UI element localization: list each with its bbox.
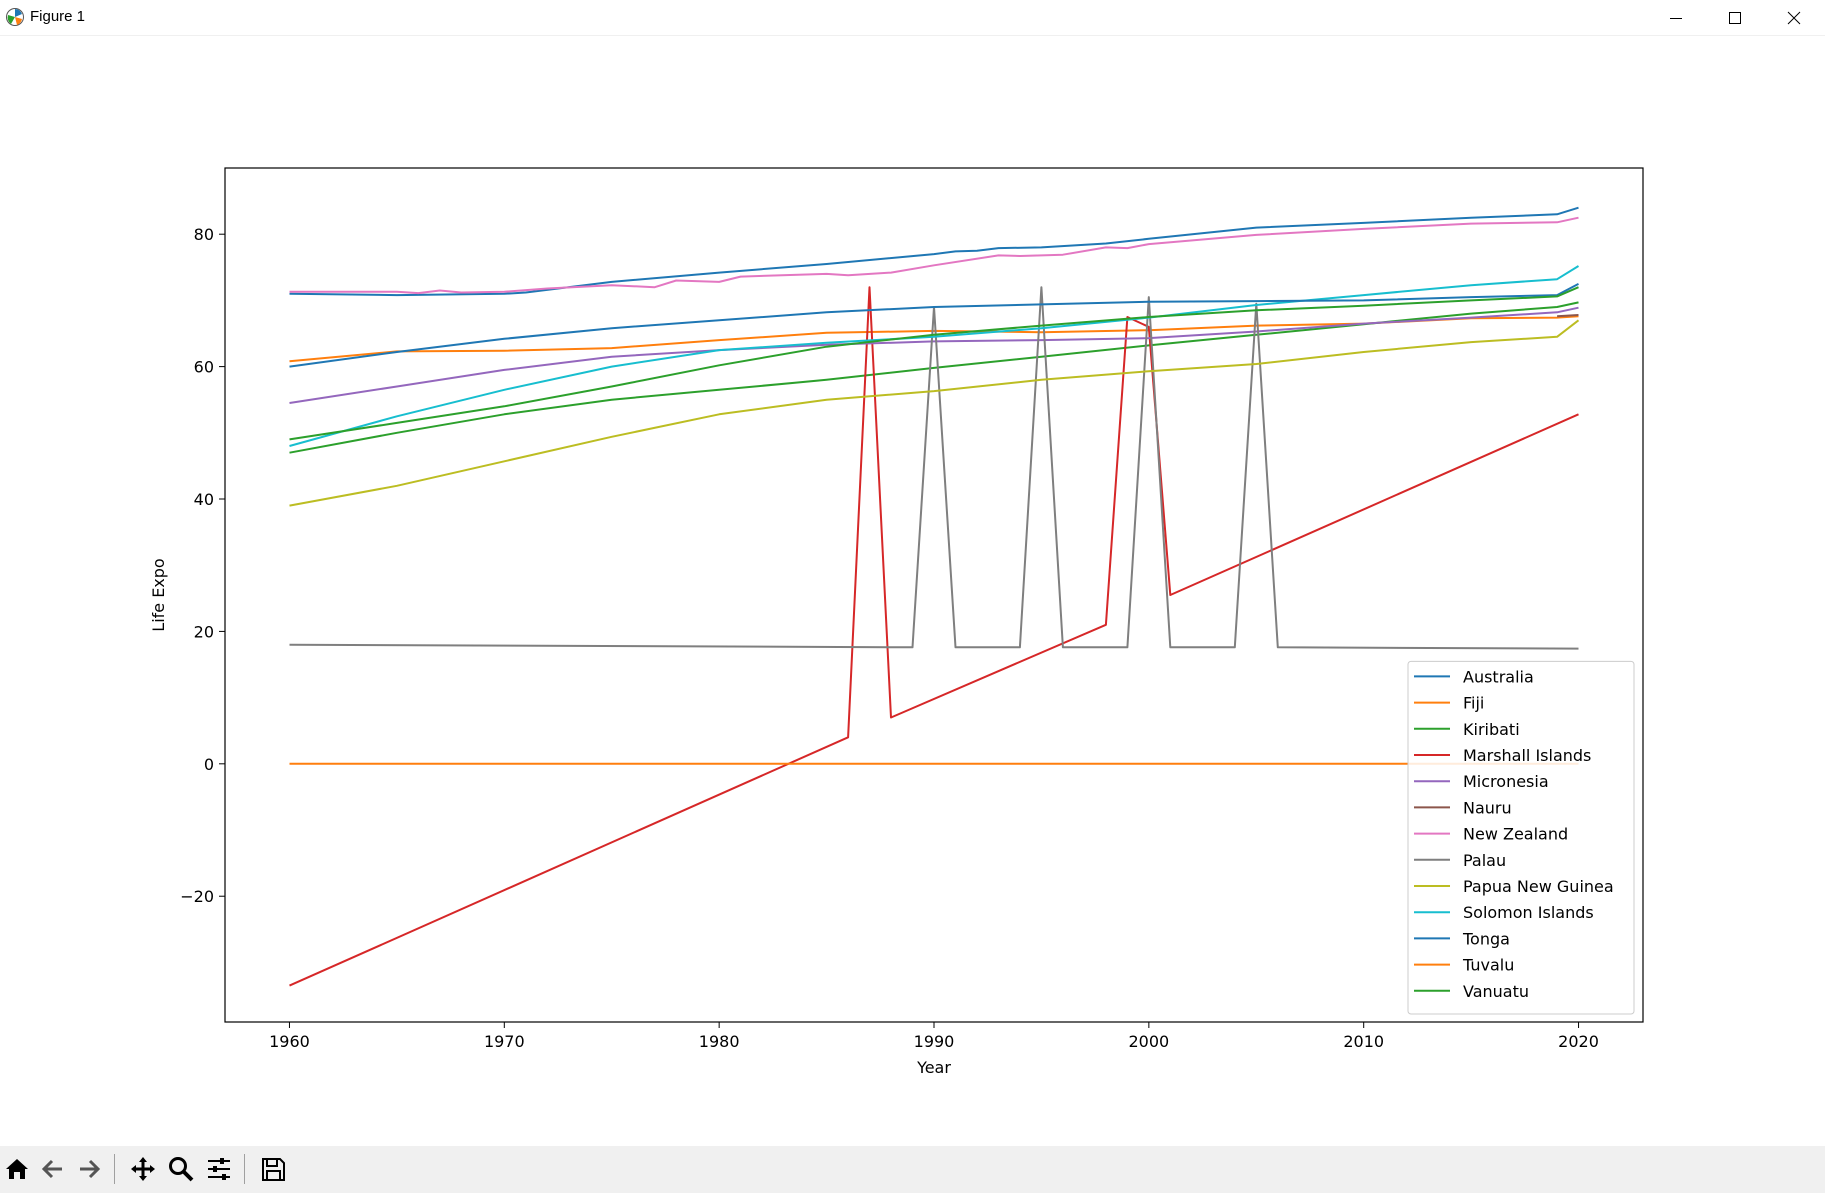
y-tick-label: 40 bbox=[194, 490, 214, 509]
x-tick-label: 2000 bbox=[1128, 1032, 1169, 1051]
close-icon bbox=[1787, 11, 1801, 24]
save-button[interactable] bbox=[256, 1152, 290, 1186]
forward-button[interactable] bbox=[72, 1152, 106, 1186]
legend-entry-label: Vanuatu bbox=[1463, 982, 1529, 1001]
legend-entry-label: Papua New Guinea bbox=[1463, 877, 1614, 896]
maximize-icon bbox=[1729, 11, 1741, 24]
series-line-marshall-islands bbox=[289, 286, 1579, 987]
legend-entry-label: Marshall Islands bbox=[1463, 746, 1591, 765]
series-line-australia bbox=[289, 206, 1579, 297]
legend-entry-label: New Zealand bbox=[1463, 825, 1568, 844]
legend-entry-label: Tonga bbox=[1462, 929, 1510, 948]
series-line-kiribati bbox=[289, 301, 1579, 454]
legend-entry-label: Solomon Islands bbox=[1463, 903, 1594, 922]
y-tick-label: 60 bbox=[194, 358, 214, 377]
y-tick-label: 20 bbox=[194, 622, 214, 641]
maximize-button[interactable] bbox=[1706, 0, 1764, 35]
legend bbox=[1407, 660, 1635, 1015]
home-button[interactable] bbox=[0, 1152, 34, 1186]
x-tick-label: 1990 bbox=[914, 1032, 955, 1051]
toolbar-separator bbox=[114, 1154, 115, 1184]
minimize-button[interactable] bbox=[1647, 0, 1705, 35]
legend-entry-label: Tuvalu bbox=[1462, 956, 1514, 975]
y-tick-label: −20 bbox=[180, 887, 214, 906]
configure-subplots-icon bbox=[208, 1158, 230, 1180]
title-bar: Figure 1 bbox=[0, 0, 1825, 36]
series-line-palau bbox=[289, 286, 1579, 650]
x-tick-label: 2020 bbox=[1558, 1032, 1599, 1051]
pan-icon bbox=[131, 1157, 155, 1181]
forward-icon bbox=[80, 1159, 101, 1179]
legend-entry-label: Kiribati bbox=[1463, 720, 1520, 739]
close-button[interactable] bbox=[1765, 0, 1823, 35]
series-line-tonga bbox=[289, 283, 1579, 368]
legend-entry-label: Micronesia bbox=[1463, 772, 1549, 791]
series-line-vanuatu bbox=[289, 286, 1579, 441]
legend-entry-label: Nauru bbox=[1463, 798, 1512, 817]
pan-button[interactable] bbox=[126, 1152, 160, 1186]
x-tick-label: 2010 bbox=[1343, 1032, 1384, 1051]
back-button[interactable] bbox=[36, 1152, 70, 1186]
matplotlib-app-icon bbox=[6, 8, 24, 26]
toolbar-separator bbox=[244, 1154, 245, 1184]
y-tick-label: 0 bbox=[204, 755, 214, 774]
configure-subplots-button[interactable] bbox=[202, 1152, 236, 1186]
home-icon bbox=[6, 1159, 28, 1179]
legend-entry-label: Fiji bbox=[1463, 694, 1484, 713]
legend-entry-label: Australia bbox=[1463, 667, 1534, 686]
minimize-icon bbox=[1670, 17, 1682, 19]
legend-entry-label: Palau bbox=[1463, 851, 1506, 870]
series-line-papua-new-guinea bbox=[289, 319, 1580, 507]
zoom-icon bbox=[169, 1157, 194, 1182]
navigation-toolbar bbox=[0, 1146, 1825, 1193]
y-tick-label: 80 bbox=[194, 225, 214, 244]
series-line-new-zealand bbox=[289, 216, 1579, 295]
plot-frame bbox=[224, 167, 1644, 1023]
series-line-micronesia bbox=[289, 306, 1579, 404]
x-tick-label: 1980 bbox=[699, 1032, 740, 1051]
x-tick-label: 1970 bbox=[484, 1032, 525, 1051]
line-chart: 1960 1970 1980 1990 2000 2010 2020 −20 0 20 40 60 80… bbox=[149, 167, 1644, 1077]
figure-canvas[interactable]: 1960 1970 1980 1990 2000 2010 2020 −20 0 20 40 60 80… bbox=[0, 36, 1825, 1146]
save-icon bbox=[262, 1158, 285, 1181]
back-icon bbox=[41, 1159, 62, 1179]
zoom-button[interactable] bbox=[164, 1152, 198, 1186]
series-line-solomon-islands bbox=[289, 265, 1580, 447]
y-axis-label: Life Expo bbox=[149, 558, 168, 631]
window-title: Figure 1 bbox=[30, 8, 86, 25]
x-tick-label: 1960 bbox=[269, 1032, 310, 1051]
x-axis-label: Year bbox=[916, 1058, 951, 1077]
series-line-nauru bbox=[1557, 314, 1579, 318]
